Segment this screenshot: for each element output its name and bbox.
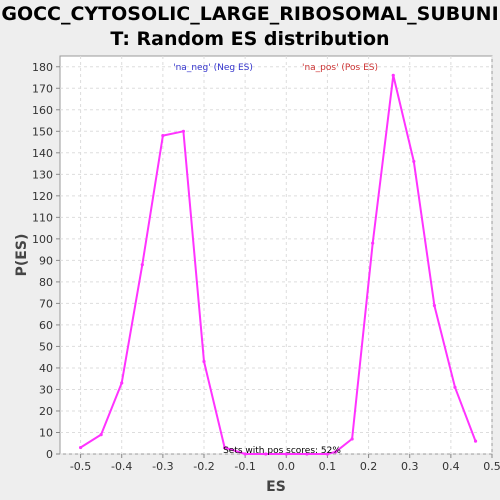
- data-point: [78, 445, 83, 450]
- x-tick-label: -0.3: [152, 460, 173, 473]
- data-point: [473, 439, 478, 443]
- y-axis-label: P(ES): [14, 234, 30, 277]
- plot-area: [59, 55, 493, 455]
- data-point: [222, 445, 227, 450]
- data-point: [243, 452, 247, 456]
- y-tick-label: 110: [32, 211, 53, 224]
- y-tick-label: 10: [39, 426, 53, 439]
- x-tick-label: -0.5: [70, 460, 91, 473]
- data-point: [391, 73, 395, 77]
- y-tick-label: 100: [32, 233, 53, 246]
- annotation-pos-es: 'na_pos' (Pos ES): [302, 63, 378, 73]
- data-point: [371, 241, 375, 245]
- data-point: [350, 437, 354, 441]
- series: [78, 73, 478, 456]
- data-point: [453, 385, 457, 389]
- y-tick-label: 120: [32, 190, 53, 203]
- data-point: [264, 452, 268, 456]
- chart-title-line-2: T: Random ES distribution: [110, 28, 390, 50]
- y-tick-label: 170: [32, 82, 53, 95]
- annotation-neg-es: 'na_neg' (Neg ES): [173, 63, 253, 73]
- x-tick-label: 0.1: [319, 460, 337, 473]
- data-point: [120, 381, 124, 385]
- y-tick-label: 40: [39, 362, 53, 375]
- x-axis: -0.5 -0.4 -0.3 -0.2 -0.1 0.0 0.1 0.2 0.3 0.4 0.5: [70, 454, 500, 473]
- y-tick-label: 0: [46, 448, 53, 461]
- data-point: [325, 452, 330, 456]
- y-tick-label: 50: [39, 340, 53, 353]
- x-tick-label: -0.2: [193, 460, 214, 473]
- data-point: [412, 159, 416, 164]
- grid: [60, 56, 493, 455]
- chart-title: GOCC_CYTOSOLIC_LARGE_RIBOSOMAL_SUBUNI T:…: [0, 2, 500, 52]
- y-tick-label: 70: [39, 297, 53, 310]
- y-axis: 0 10 20 30 40 50 60 70 80 90 100 110 120 130 140 150 160…: [32, 61, 60, 461]
- data-point: [161, 134, 165, 138]
- data-point: [99, 433, 103, 437]
- x-axis-label: ES: [266, 479, 286, 495]
- x-tick-label: 0.3: [401, 460, 419, 473]
- x-tick-label: -0.4: [111, 460, 132, 473]
- x-tick-label: 0.2: [360, 460, 378, 473]
- y-tick-label: 180: [32, 61, 53, 74]
- x-tick-label: 0.5: [483, 460, 500, 473]
- data-point: [181, 129, 186, 133]
- data-point: [202, 359, 206, 364]
- data-point: [140, 263, 144, 267]
- x-tick-label: -0.1: [234, 460, 255, 473]
- y-tick-label: 130: [32, 168, 53, 181]
- y-tick-label: 140: [32, 147, 53, 160]
- data-point: [284, 452, 288, 456]
- y-tick-label: 30: [39, 383, 53, 396]
- y-tick-label: 90: [39, 254, 53, 267]
- x-tick-label: 0.0: [278, 460, 296, 473]
- annotation-pos-scores: Sets with pos scores: 52%: [223, 446, 341, 456]
- y-tick-label: 150: [32, 125, 53, 138]
- data-point: [432, 303, 436, 308]
- y-tick-label: 60: [39, 319, 53, 332]
- y-tick-label: 160: [32, 104, 53, 117]
- chart-title-line-1: GOCC_CYTOSOLIC_LARGE_RIBOSOMAL_SUBUNI: [1, 3, 499, 25]
- y-tick-label: 80: [39, 276, 53, 289]
- data-point: [305, 452, 309, 456]
- y-tick-label: 20: [39, 405, 53, 418]
- x-tick-label: 0.4: [442, 460, 460, 473]
- data-point: [334, 450, 338, 454]
